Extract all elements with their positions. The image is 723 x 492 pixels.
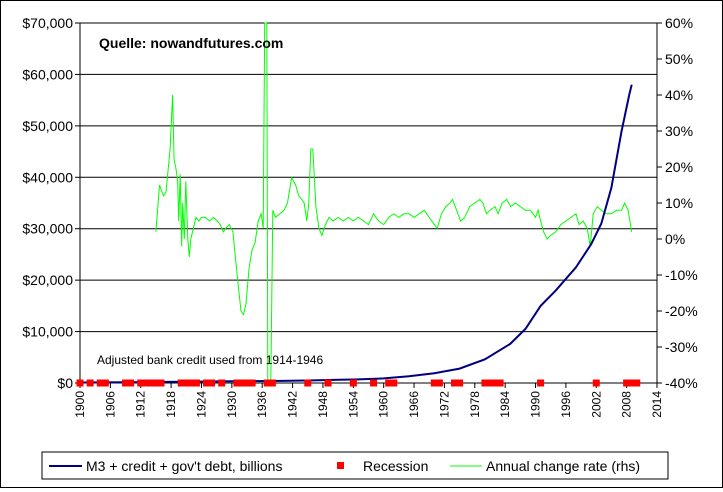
recession-marker — [430, 379, 438, 387]
x-tick-label: 1900 — [73, 391, 87, 418]
left-tick-label: $50,000 — [22, 118, 73, 134]
x-tick-label: 2014 — [650, 391, 664, 418]
recession-marker — [370, 379, 378, 387]
recession-marker — [628, 379, 636, 387]
left-tick-label: $30,000 — [22, 221, 73, 237]
right-tick-label: 30% — [665, 123, 693, 139]
legend-box — [41, 451, 669, 480]
left-tick-label: $0 — [57, 375, 73, 391]
recession-marker — [137, 379, 145, 387]
recession-marker — [76, 379, 84, 387]
x-tick-label: 1936 — [255, 391, 269, 418]
recession-marker — [451, 379, 459, 387]
legend-recession-label: Recession — [363, 458, 428, 474]
legend-recession-swatch — [337, 462, 344, 469]
annual-change-line — [155, 22, 633, 384]
x-tick-label: 1990 — [529, 391, 543, 418]
m3-credit-debt-line — [79, 84, 633, 384]
recession-marker — [263, 379, 271, 387]
recession-marker — [491, 379, 499, 387]
x-tick-label: 1966 — [407, 391, 421, 418]
right-tick-label: -10% — [665, 267, 698, 283]
recession-marker — [248, 379, 256, 387]
x-tick-label: 1984 — [498, 391, 512, 418]
annotation-text: Adjusted bank credit used from 1914-1946 — [97, 353, 323, 367]
plot-area — [79, 22, 658, 384]
x-tick-label: 1906 — [103, 391, 117, 418]
recession-marker — [233, 379, 241, 387]
recession-marker — [537, 379, 545, 387]
right-tick-label: 50% — [665, 51, 693, 67]
recession-marker — [592, 379, 600, 387]
x-tick-label: 1912 — [134, 391, 148, 418]
recession-marker — [623, 379, 631, 387]
recession-marker — [304, 379, 312, 387]
right-tick-label: 20% — [665, 159, 693, 175]
recession-marker — [96, 379, 104, 387]
left-tick-label: $10,000 — [22, 324, 73, 340]
right-tick-label: 10% — [665, 195, 693, 211]
x-tick-label: 1978 — [468, 391, 482, 418]
recession-marker — [481, 379, 489, 387]
x-tick-label: 1924 — [194, 391, 208, 418]
left-tick-label: $70,000 — [22, 15, 73, 31]
recession-markers — [76, 379, 641, 387]
recession-marker — [203, 379, 211, 387]
recession-marker — [142, 379, 150, 387]
x-tick-label: 1954 — [346, 391, 360, 418]
right-tick-label: -20% — [665, 303, 698, 319]
legend-m3-label: M3 + credit + gov't debt, billions — [86, 458, 282, 474]
source-label: Quelle: nowandfutures.com — [99, 35, 283, 51]
x-tick-label: 2008 — [620, 391, 634, 418]
recession-marker — [177, 379, 185, 387]
recession-marker — [385, 379, 393, 387]
recession-marker — [238, 379, 246, 387]
recession-marker — [101, 379, 109, 387]
right-tick-label: 0% — [665, 231, 685, 247]
recession-marker — [157, 379, 165, 387]
recession-marker — [192, 379, 200, 387]
left-tick-label: $20,000 — [22, 272, 73, 288]
recession-marker — [152, 379, 160, 387]
left-tick-label: $40,000 — [22, 169, 73, 185]
legend-change-label: Annual change rate (rhs) — [486, 458, 640, 474]
recession-marker — [268, 379, 276, 387]
legend: M3 + credit + gov't debt, billions Reces… — [41, 451, 669, 480]
right-tick-label: 60% — [665, 15, 693, 31]
x-tick-label: 1942 — [286, 391, 300, 418]
recession-marker — [218, 379, 226, 387]
series-lines — [79, 22, 633, 384]
recession-marker — [86, 379, 94, 387]
right-tick-label: 40% — [665, 87, 693, 103]
x-tick-label: 2002 — [589, 391, 603, 418]
left-tick-label: $60,000 — [22, 66, 73, 82]
recession-marker — [390, 379, 398, 387]
recession-marker — [187, 379, 195, 387]
right-tick-label: -30% — [665, 339, 698, 355]
recession-marker — [456, 379, 464, 387]
x-tick-label: 1948 — [316, 391, 330, 418]
recession-marker — [127, 379, 135, 387]
axes: $0 $10,000 $20,000 $30,000 $40,000 $50,000 $60… — [22, 15, 697, 418]
recession-marker — [208, 379, 216, 387]
recession-marker — [633, 379, 641, 387]
recession-marker — [349, 379, 357, 387]
recession-marker — [122, 379, 130, 387]
recession-marker — [243, 379, 251, 387]
x-tick-label: 1996 — [559, 391, 573, 418]
recession-marker — [324, 379, 332, 387]
recession-marker — [147, 379, 155, 387]
x-tick-label: 1930 — [225, 391, 239, 418]
x-tick-label: 1960 — [377, 391, 391, 418]
x-tick-label: 1972 — [437, 391, 451, 418]
right-tick-label: -40% — [665, 375, 698, 391]
recession-marker — [435, 379, 443, 387]
gridlines — [80, 73, 657, 333]
recession-marker — [182, 379, 190, 387]
x-tick-label: 1918 — [164, 391, 178, 418]
recession-marker — [486, 379, 494, 387]
recession-marker — [496, 379, 504, 387]
